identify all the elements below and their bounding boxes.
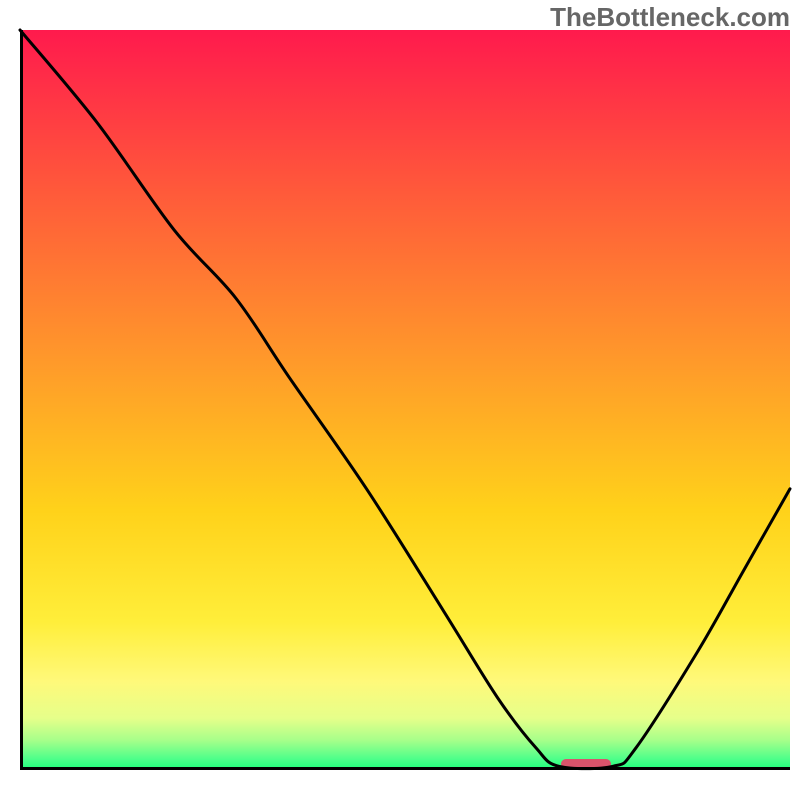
curve-path xyxy=(20,30,790,769)
x-axis xyxy=(20,767,790,770)
bottleneck-chart: TheBottleneck.com xyxy=(0,0,800,800)
watermark-text: TheBottleneck.com xyxy=(550,2,790,33)
y-axis xyxy=(20,30,23,770)
plot-area xyxy=(20,30,790,770)
bottleneck-curve xyxy=(20,30,790,770)
